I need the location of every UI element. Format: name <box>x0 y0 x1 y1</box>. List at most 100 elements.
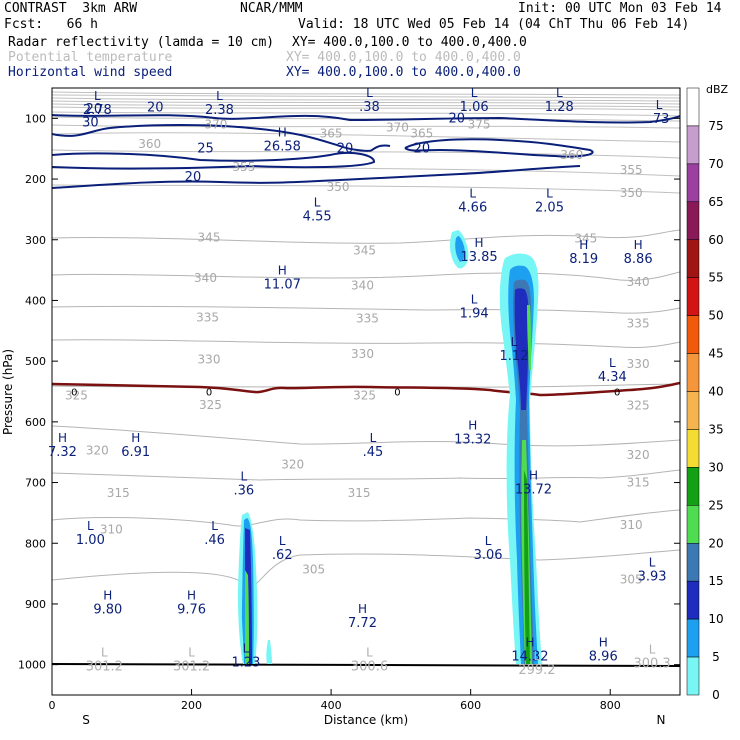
colorbar-level-label: 75 <box>708 119 723 133</box>
colorbar-swatch <box>686 505 700 544</box>
colorbar-level-label: 20 <box>708 536 723 550</box>
extremum-value: .38 <box>359 100 380 115</box>
colorbar-level-label: 55 <box>708 271 723 285</box>
extremum-marker: H <box>599 635 608 649</box>
extremum-value: 6.91 <box>121 445 150 460</box>
extremum-marker: H <box>187 589 196 603</box>
extremum-value: 3.06 <box>474 548 503 563</box>
theta-contour-label: 375 <box>468 117 491 131</box>
theta-contour-label: 340 <box>627 275 650 289</box>
colorbar-level-label: 5 <box>712 650 720 664</box>
org-label: NCAR/MMM <box>240 1 303 16</box>
reflectivity-cell-north <box>450 230 542 665</box>
extremum-marker: L <box>94 89 101 103</box>
extremum-value: 13.85 <box>460 250 497 265</box>
freezing-level-line <box>52 381 680 397</box>
colorbar-swatch <box>686 315 700 354</box>
field-label-wind: Horizontal wind speed <box>8 65 173 80</box>
theta-contour-label: 330 <box>627 357 650 371</box>
surface-extremum-marker: L <box>101 646 108 660</box>
y-tick-label: 600 <box>25 416 46 429</box>
surface-extremum-marker: L <box>188 646 195 660</box>
wind-contour-label: 20 <box>147 100 164 115</box>
extremum-value: 3.93 <box>638 569 667 584</box>
colorbar-swatch <box>686 580 700 620</box>
theta-contour-label: 345 <box>198 230 221 244</box>
theta-contour-label: 355 <box>620 163 643 177</box>
extremum-marker: L <box>241 470 248 484</box>
y-tick-label: 400 <box>25 294 46 307</box>
y-tick-label: 700 <box>25 477 46 490</box>
extremum-marker: H <box>131 431 140 445</box>
y-tick-label: 900 <box>25 598 46 611</box>
colorbar-swatch <box>686 429 700 468</box>
extremum-value: 11.07 <box>264 277 301 292</box>
extremum-value: 13.32 <box>454 433 491 448</box>
wind-contour-label: 20 <box>414 142 431 157</box>
theta-contour-label: 335 <box>196 310 219 324</box>
extremum-marker: L <box>366 86 373 100</box>
theta-contour-label: 315 <box>348 486 371 500</box>
extremum-marker: H <box>278 126 287 140</box>
surface-line <box>52 663 680 667</box>
extremum-marker: L <box>87 519 94 533</box>
theta-contour-label: 370 <box>205 117 228 131</box>
colorbar-level-label: 25 <box>708 498 723 512</box>
colorbar-swatch <box>686 391 700 430</box>
theta-contour-label: 325 <box>627 398 650 412</box>
y-tick-label: 500 <box>25 355 46 368</box>
surface-extremum-marker: L <box>366 646 373 660</box>
colorbar-level-label: 40 <box>708 385 723 399</box>
extremum-value: 8.96 <box>589 649 618 664</box>
theta-contour-label: 325 <box>65 389 88 403</box>
colorbar-level-label: 60 <box>708 233 723 247</box>
extremum-value: .46 <box>204 533 225 548</box>
extremum-marker: H <box>529 469 538 483</box>
colorbar-level-label: 15 <box>708 574 723 588</box>
theta-contour-label: 360 <box>560 148 583 162</box>
colorbar-unit: dBZ <box>706 83 729 96</box>
extremum-value: 7.72 <box>348 616 377 631</box>
freezing-level-label: 0 <box>394 388 400 399</box>
colorbar-swatch <box>686 87 700 127</box>
extremum-value: 2.05 <box>535 200 564 215</box>
theta-contour-label: 345 <box>574 232 597 246</box>
theta-contour-label: 305 <box>620 573 643 587</box>
field-xy-theta: XY= 400.0,100.0 to 400.0,400.0 <box>286 50 521 65</box>
theta-contour-label: 370 <box>386 120 409 134</box>
theta-contour-label: 325 <box>353 389 376 403</box>
theta-contour-label: 310 <box>620 518 643 532</box>
freezing-level-label: 0 <box>206 388 212 399</box>
extremum-value: 1.28 <box>545 100 574 115</box>
colorbar-level-label: 0 <box>712 688 720 702</box>
x-tick-label: 800 <box>600 699 621 712</box>
x-tick-label: 0 <box>49 699 56 712</box>
extremum-value: 2.38 <box>205 103 234 118</box>
extremum-marker: H <box>358 602 367 616</box>
field-xy-wind: XY= 400.0,100.0 to 400.0,400.0 <box>286 65 521 80</box>
theta-contour-label: 345 <box>353 244 376 258</box>
colorbar-level-label: 50 <box>708 309 723 323</box>
colorbar-level-label: 30 <box>708 460 723 474</box>
theta-contour-label: 330 <box>351 347 374 361</box>
colorbar-level-label: 45 <box>708 347 723 361</box>
extremum-marker: H <box>103 589 112 603</box>
theta-contour-label: 315 <box>107 486 130 500</box>
theta-contour-label: 335 <box>627 317 650 331</box>
y-tick-label: 100 <box>25 112 46 125</box>
colorbar-level-label: 70 <box>708 157 723 171</box>
extremum-value: 4.34 <box>598 370 627 385</box>
theta-contour-label: 335 <box>356 312 379 326</box>
colorbar-swatch <box>686 543 700 582</box>
freezing-level-label: 0 <box>614 388 620 399</box>
init-time: Init: 00 UTC Mon 03 Feb 14 <box>518 1 722 16</box>
wind-contour-label: 25 <box>197 142 214 157</box>
colorbar-level-label: 65 <box>708 195 723 209</box>
extremum-value: 14.32 <box>511 649 548 664</box>
surface-extremum-value: 301.2 <box>173 660 210 675</box>
wind-contours <box>52 114 680 189</box>
